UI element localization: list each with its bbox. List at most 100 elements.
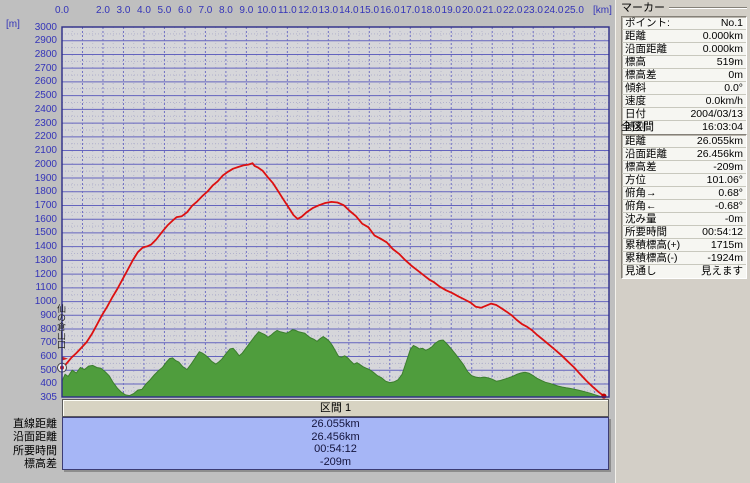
x-tick-label: 10.0 — [257, 5, 277, 16]
x-tick-label: 12.0 — [298, 5, 318, 16]
row-value: 2004/03/13 — [690, 108, 743, 120]
row-value: -0m — [724, 213, 743, 225]
y-tick-label: 1900 — [34, 172, 57, 184]
terrain-area — [61, 329, 604, 398]
row-value: 26.456km — [696, 148, 743, 160]
y-tick-label: 800 — [40, 323, 57, 335]
section-header-label: 区間 1 — [319, 402, 352, 414]
section-row-label: 直線距離 — [13, 418, 57, 430]
row-label: 時刻 — [625, 121, 646, 133]
x-tick-label: 16.0 — [380, 5, 400, 16]
chart-pane: [m] [km] 0.0 2.0 3.0 4.0 5.0 6.0 7.0 8.0 9.0 10.0… — [0, 0, 615, 470]
x-tick-label: 5.0 — [157, 5, 172, 16]
y-tick-label: 2000 — [34, 158, 57, 170]
y-tick-label: 2500 — [34, 90, 57, 102]
row-value: 1715m — [710, 239, 743, 251]
y-tick-label: 700 — [40, 337, 57, 349]
total-table: 距離 26.055km 沿面距離 26.456km 標高差 -209m 方位 101.06° 俯… — [621, 134, 747, 279]
total-group-title: 全区間 — [621, 121, 747, 133]
row-label: 俯角→ — [625, 187, 657, 199]
x-tick-label: 11.0 — [277, 5, 297, 16]
y-tick-label: 305 — [40, 391, 57, 403]
track-line — [61, 162, 605, 397]
row-label: 標高差 — [625, 69, 657, 81]
row-label: 速度 — [625, 95, 646, 107]
x-tick-label: 17.0 — [400, 5, 420, 16]
y-tick-label: 500 — [40, 364, 57, 376]
x-tick-label: 13.0 — [318, 5, 339, 16]
x-tick-label: 14.0 — [339, 5, 359, 16]
table-row: 累積標高(+) 1715m — [622, 239, 746, 252]
y-tick-label: 2900 — [34, 35, 57, 47]
row-value: 0.0km/h — [705, 95, 743, 107]
y-tick-label: 1100 — [35, 282, 57, 294]
row-label: 方位 — [625, 174, 646, 186]
group-divider-line — [669, 7, 747, 9]
table-row: ポイント: No.1 — [622, 17, 746, 30]
table-row: 速度 0.0km/h — [622, 95, 746, 108]
marker-table: ポイント: No.1 距離 0.000km 沿面距離 0.000km 標高 519m 標高差 0m… — [621, 16, 747, 135]
x-tick-label: 25.0 — [564, 5, 584, 16]
row-label: 沿面距離 — [625, 148, 667, 160]
x-tick-label: 22.0 — [502, 5, 523, 16]
y-tick-label: 1200 — [34, 268, 57, 280]
y-tick-label: 2600 — [34, 76, 57, 88]
row-label: 累積標高(+) — [625, 239, 681, 251]
y-tick-label: 1300 — [34, 254, 57, 266]
y-tick-label: 1600 — [34, 213, 57, 225]
x-tick-label: 2.0 — [96, 5, 110, 16]
row-value: 0.68° — [718, 187, 743, 199]
section-values-box: 26.055km 26.456km 00:54:12 -209m — [62, 417, 609, 470]
row-label: 俯角← — [625, 200, 657, 212]
table-row: 時刻 16:03:04 — [622, 121, 746, 134]
row-label: 所要時間 — [625, 226, 667, 238]
table-row: 所要時間 00:54:12 — [622, 226, 746, 239]
table-row: 距離 0.000km — [622, 30, 746, 43]
x-tick-label: 0.0 — [55, 5, 69, 16]
section-header: 区間 1 — [62, 399, 609, 417]
y-tick-label: 2700 — [34, 62, 57, 74]
y-tick-label: 1000 — [34, 296, 57, 308]
info-panel: マーカー ポイント: No.1 距離 0.000km 沿面距離 0.000km 標高 519m… — [615, 0, 750, 483]
y-tick-label: 2100 — [34, 145, 57, 157]
table-row: 標高差 0m — [622, 69, 746, 82]
row-label: 沈み量 — [625, 213, 657, 225]
x-tick-label: 8.0 — [218, 5, 233, 16]
y-tick-label: 2400 — [34, 103, 57, 115]
waypoint-label: 仙の倉山口 — [56, 304, 66, 349]
x-tick-label: 6.0 — [177, 5, 192, 16]
table-row: 標高 519m — [622, 56, 746, 69]
x-tick-label: 20.0 — [462, 5, 482, 16]
table-row: 傾斜 0.0° — [622, 82, 746, 95]
section-row-label: 所要時間 — [13, 444, 57, 457]
row-label: 日付 — [625, 108, 646, 120]
x-tick-label: 7.0 — [198, 5, 213, 16]
y-tick-label: 1700 — [34, 199, 57, 211]
y-tick-label: 1500 — [34, 227, 57, 239]
row-value: 16:03:04 — [702, 121, 743, 133]
section-row-label: 標高差 — [24, 457, 57, 470]
section-row-label: 沿面距離 — [13, 431, 57, 444]
table-row: 方位 101.06° — [622, 174, 746, 187]
section-value: -209m — [319, 456, 352, 469]
y-tick-label: 3000 — [34, 21, 57, 33]
plot-border — [61, 26, 610, 398]
x-axis-unit-label: [km] — [593, 5, 612, 16]
total-group-title-label: 全区間 — [621, 121, 654, 133]
y-tick-label: 600 — [40, 350, 57, 362]
row-value: 101.06° — [706, 174, 743, 186]
row-value: 00:54:12 — [702, 226, 743, 238]
row-label: 傾斜 — [625, 82, 646, 94]
table-row: 見通し 見えます — [622, 265, 746, 278]
section-value: 00:54:12 — [314, 443, 357, 456]
table-row: 沿面距離 0.000km — [622, 43, 746, 56]
x-tick-label: 4.0 — [136, 5, 151, 16]
y-tick-label: 1400 — [34, 241, 57, 253]
table-row: 俯角← -0.68° — [622, 200, 746, 213]
elevation-chart[interactable] — [0, 0, 615, 400]
section-value: 26.055km — [311, 418, 360, 430]
y-tick-label: 900 — [40, 309, 57, 321]
x-tick-label: 15.0 — [359, 5, 380, 16]
y-axis-unit-label: [m] — [6, 19, 20, 30]
row-value: 0.0° — [724, 82, 743, 94]
